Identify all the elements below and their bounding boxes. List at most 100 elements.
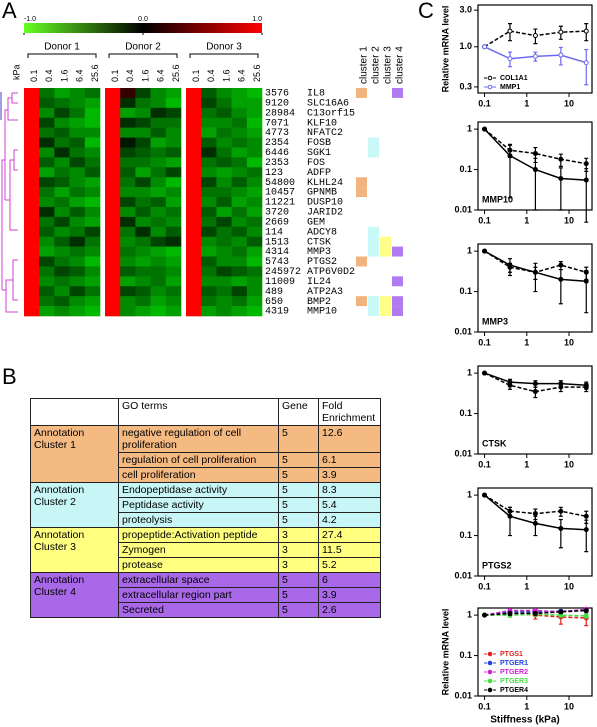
heatmap-cell: [69, 236, 86, 247]
heatmap-cell: [135, 137, 151, 148]
heatmap-cell: [231, 276, 248, 287]
error-bar: [558, 268, 563, 305]
y-tick-label: 0.1: [459, 164, 472, 174]
heatmap-cell: [165, 296, 182, 307]
heatmap-cell: [54, 187, 70, 198]
heatmap-cell: [135, 147, 151, 158]
gene-name: KLF10: [307, 118, 337, 129]
heatmap-cell: [24, 216, 40, 228]
heatmap-cell: [105, 187, 121, 198]
heatmap-cell: [24, 276, 40, 287]
data-point: [583, 527, 589, 533]
heatmap-cell: [135, 266, 151, 277]
data-point: [532, 381, 538, 387]
data-point: [583, 60, 589, 66]
heatmap-cell: [84, 226, 101, 237]
error-bar: [584, 519, 589, 553]
donor-bracket: [27, 53, 97, 58]
heatmap-cell: [39, 216, 55, 228]
heatmap-cell: [39, 236, 55, 247]
heatmap-cell: [69, 177, 86, 188]
heatmap-cell: [135, 167, 151, 178]
heatmap-cell: [165, 157, 182, 168]
gene-id: 2354: [265, 138, 289, 149]
heatmap-cell: [120, 206, 136, 218]
column-label: 6.4: [75, 69, 85, 82]
heatmap-cell: [84, 107, 101, 119]
cluster-label: cluster 1: [359, 46, 370, 84]
heatmap-cell: [69, 216, 86, 228]
table-cell: 5: [278, 587, 319, 603]
data-point: [558, 381, 564, 387]
legend-marker: [487, 669, 493, 675]
heatmap-cell: [54, 97, 70, 109]
heatmap-cell: [186, 246, 202, 257]
y-tick-label: 1: [467, 245, 472, 255]
heatmap-cell: [246, 157, 263, 168]
heatmap-cell: [84, 127, 101, 138]
heatmap-cell: [24, 296, 40, 307]
heatmap-cell: [216, 127, 232, 138]
heatmap-cell: [69, 88, 86, 99]
y-tick-label: 0.1: [459, 286, 472, 296]
heatmap-cell: [24, 177, 40, 188]
heatmap-cell: [105, 197, 121, 208]
heatmap-cell: [105, 127, 121, 138]
heatmap-cell: [84, 236, 101, 247]
heatmap-cell: [201, 266, 217, 277]
gene-id: 650: [265, 297, 283, 308]
heatmap-cell: [69, 157, 86, 168]
x-tick-label: 0.1: [478, 98, 491, 108]
legend-label: MMP1: [500, 84, 520, 91]
heatmap-cell: [165, 286, 182, 297]
chart: 0.01 0.1 1 0.1 1 10 MMP10: [454, 121, 593, 225]
heatmap-cell: [84, 137, 101, 148]
gene-name: JARID2: [307, 208, 343, 219]
error-bar: [558, 518, 563, 549]
data-point: [558, 276, 564, 282]
heatmap-cell: [84, 266, 101, 277]
heatmap-cell: [120, 167, 136, 178]
plot-frame: [477, 487, 593, 577]
group-name: Annotation Cluster 4: [30, 572, 119, 618]
heatmap-cell: [150, 197, 167, 208]
heatmap-cell: [231, 137, 248, 148]
heatmap-cell: [216, 276, 232, 287]
gene-name: DUSP10: [307, 198, 343, 209]
x-tick-label: 1: [524, 98, 529, 108]
gene-id: 1513: [265, 237, 289, 248]
heatmap-cell: [84, 197, 101, 208]
x-tick-label: 1: [524, 581, 529, 591]
gene-id: 4319: [265, 307, 289, 318]
heatmap-cell: [24, 226, 40, 237]
gene-name: SLC16A6: [307, 99, 349, 110]
heatmap-cell: [231, 306, 248, 317]
heatmap-cell: [150, 306, 167, 317]
gene-id: 6446: [265, 148, 289, 159]
heatmap-cell: [105, 256, 121, 267]
heatmap-cell: [165, 306, 182, 317]
heatmap-cell: [150, 187, 167, 198]
heatmap-cell: [54, 306, 70, 317]
heatmap-cell: [105, 226, 121, 237]
heatmap-cell: [39, 97, 55, 109]
table-cell: 3: [278, 527, 319, 543]
column-label: 1.6: [140, 69, 150, 82]
heatmap-cell: [24, 107, 40, 119]
heatmap-cell: [84, 256, 101, 267]
table-row: Zymogen 3 11.5: [30, 542, 381, 558]
header-cell: GO terms: [118, 398, 279, 426]
gene-name: C13orf15: [307, 107, 355, 119]
table-cell: 5: [278, 602, 319, 618]
table-cell: 5: [278, 572, 319, 588]
heatmap-cell: [120, 117, 136, 128]
heatmap-cell: [24, 187, 40, 198]
gene-id: 7071: [265, 118, 289, 129]
heatmap-cell: [246, 177, 263, 188]
heatmap-cell: [201, 187, 217, 198]
heatmap-cell: [216, 246, 232, 257]
cluster-label: cluster 3: [383, 46, 394, 84]
heatmap-cell: [69, 296, 86, 307]
cluster-mark: [392, 296, 403, 307]
